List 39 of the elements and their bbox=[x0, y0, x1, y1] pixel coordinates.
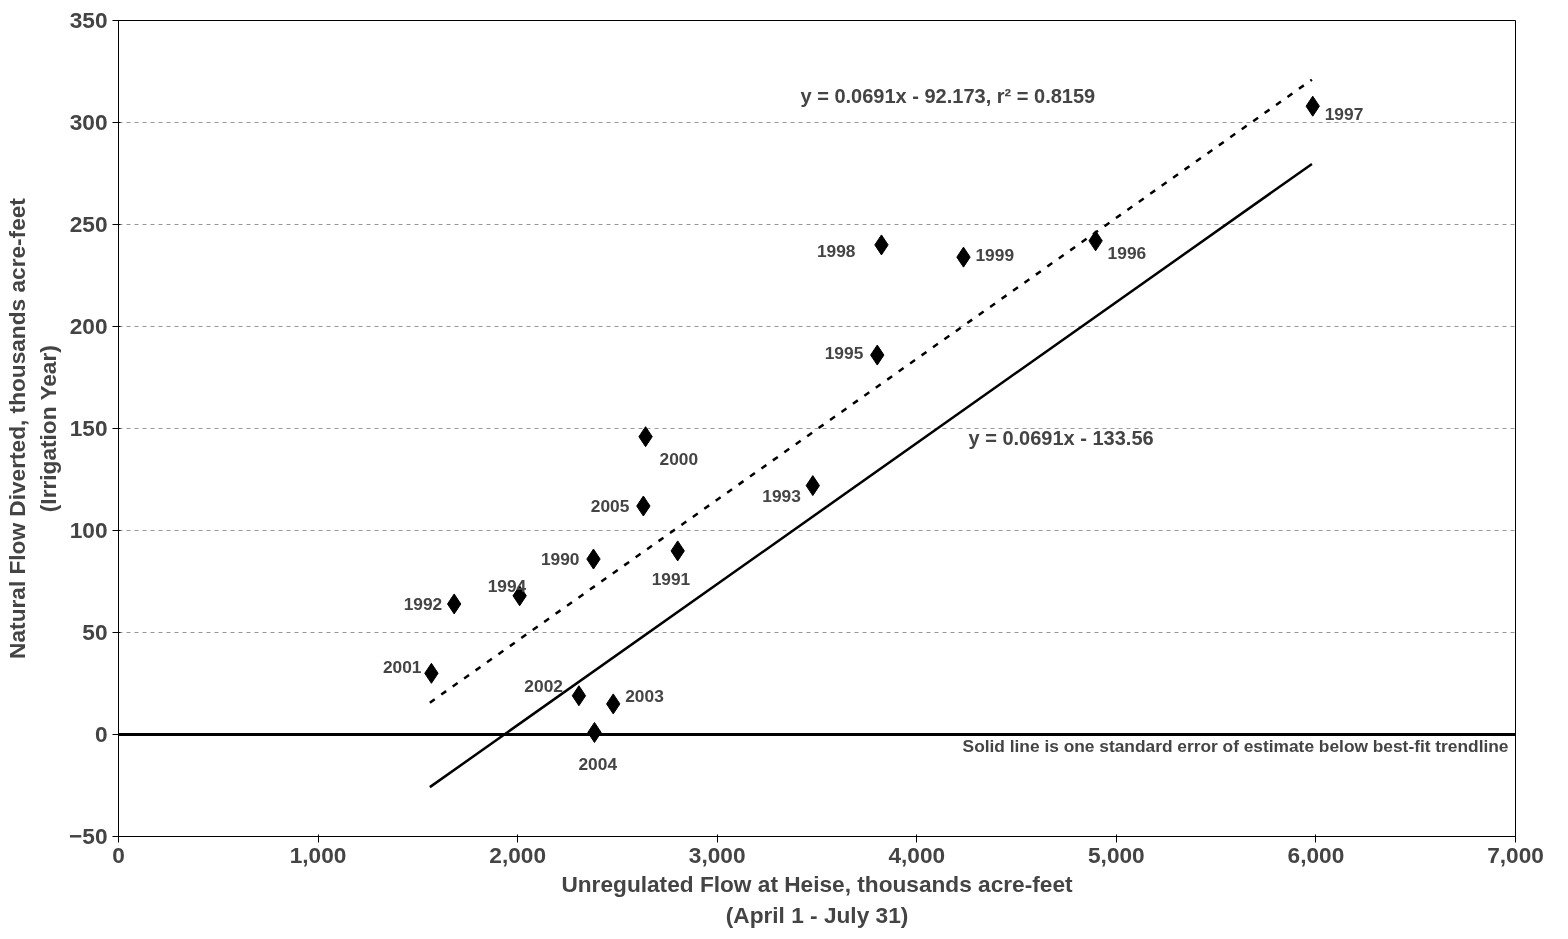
annotation: 1998 bbox=[816, 240, 856, 261]
y-tick-label: −50 bbox=[69, 823, 108, 849]
y-tick-label: 100 bbox=[69, 517, 108, 543]
y-tick-label: 150 bbox=[69, 415, 108, 441]
annotation: 2001 bbox=[382, 657, 422, 678]
y-tick-label: 0 bbox=[94, 721, 108, 747]
annotation: 2003 bbox=[625, 685, 665, 706]
annotation: 2004 bbox=[578, 754, 618, 775]
annotation: 1990 bbox=[540, 549, 580, 570]
annotation: 1999 bbox=[975, 245, 1015, 266]
annotation: y = 0.0691x - 133.56 bbox=[968, 426, 1154, 449]
annotation: 1994 bbox=[487, 575, 527, 596]
x-tick-label: 4,000 bbox=[888, 841, 946, 868]
annotation: 1991 bbox=[651, 568, 691, 589]
annotation: 2002 bbox=[524, 675, 563, 696]
x-tick-label: 6,000 bbox=[1287, 841, 1345, 868]
annotation: Solid line is one standard error of estimate below best-fit trendline bbox=[962, 735, 1509, 756]
annotation: y = 0.0691x - 92.173, r² = 0.8159 bbox=[800, 84, 1096, 107]
x-tick-label: 2,000 bbox=[489, 841, 546, 868]
y-axis-title: Natural Flow Diverted, thousands acre-feet (Irrigation Year) bbox=[3, 197, 62, 659]
annotation: 1997 bbox=[1324, 104, 1364, 125]
x-tick-label: 5,000 bbox=[1088, 841, 1145, 868]
point bbox=[571, 685, 587, 707]
x-tick-label: 7,000 bbox=[1487, 841, 1544, 868]
y-tick-label: 50 bbox=[82, 619, 108, 645]
annotation: 1995 bbox=[824, 343, 864, 364]
annotation: 1993 bbox=[762, 485, 802, 506]
x-tick-label: 3,000 bbox=[688, 841, 746, 868]
x-axis-title: Unregulated Flow at Heise, thousands acre-feet (April 1 - July 31) bbox=[561, 870, 1074, 928]
y-tick-label: 200 bbox=[69, 313, 108, 339]
x-tick-label: 0 bbox=[112, 841, 125, 868]
y-tick-label: 300 bbox=[69, 109, 108, 135]
annotation: 2000 bbox=[659, 448, 699, 469]
y-tick-label: 250 bbox=[69, 211, 108, 237]
annotation: 2005 bbox=[590, 496, 630, 517]
y-tick-label: 350 bbox=[69, 7, 108, 33]
annotation: 1996 bbox=[1107, 242, 1147, 263]
annotation: 1992 bbox=[403, 593, 443, 614]
x-tick-label: 1,000 bbox=[289, 841, 347, 868]
